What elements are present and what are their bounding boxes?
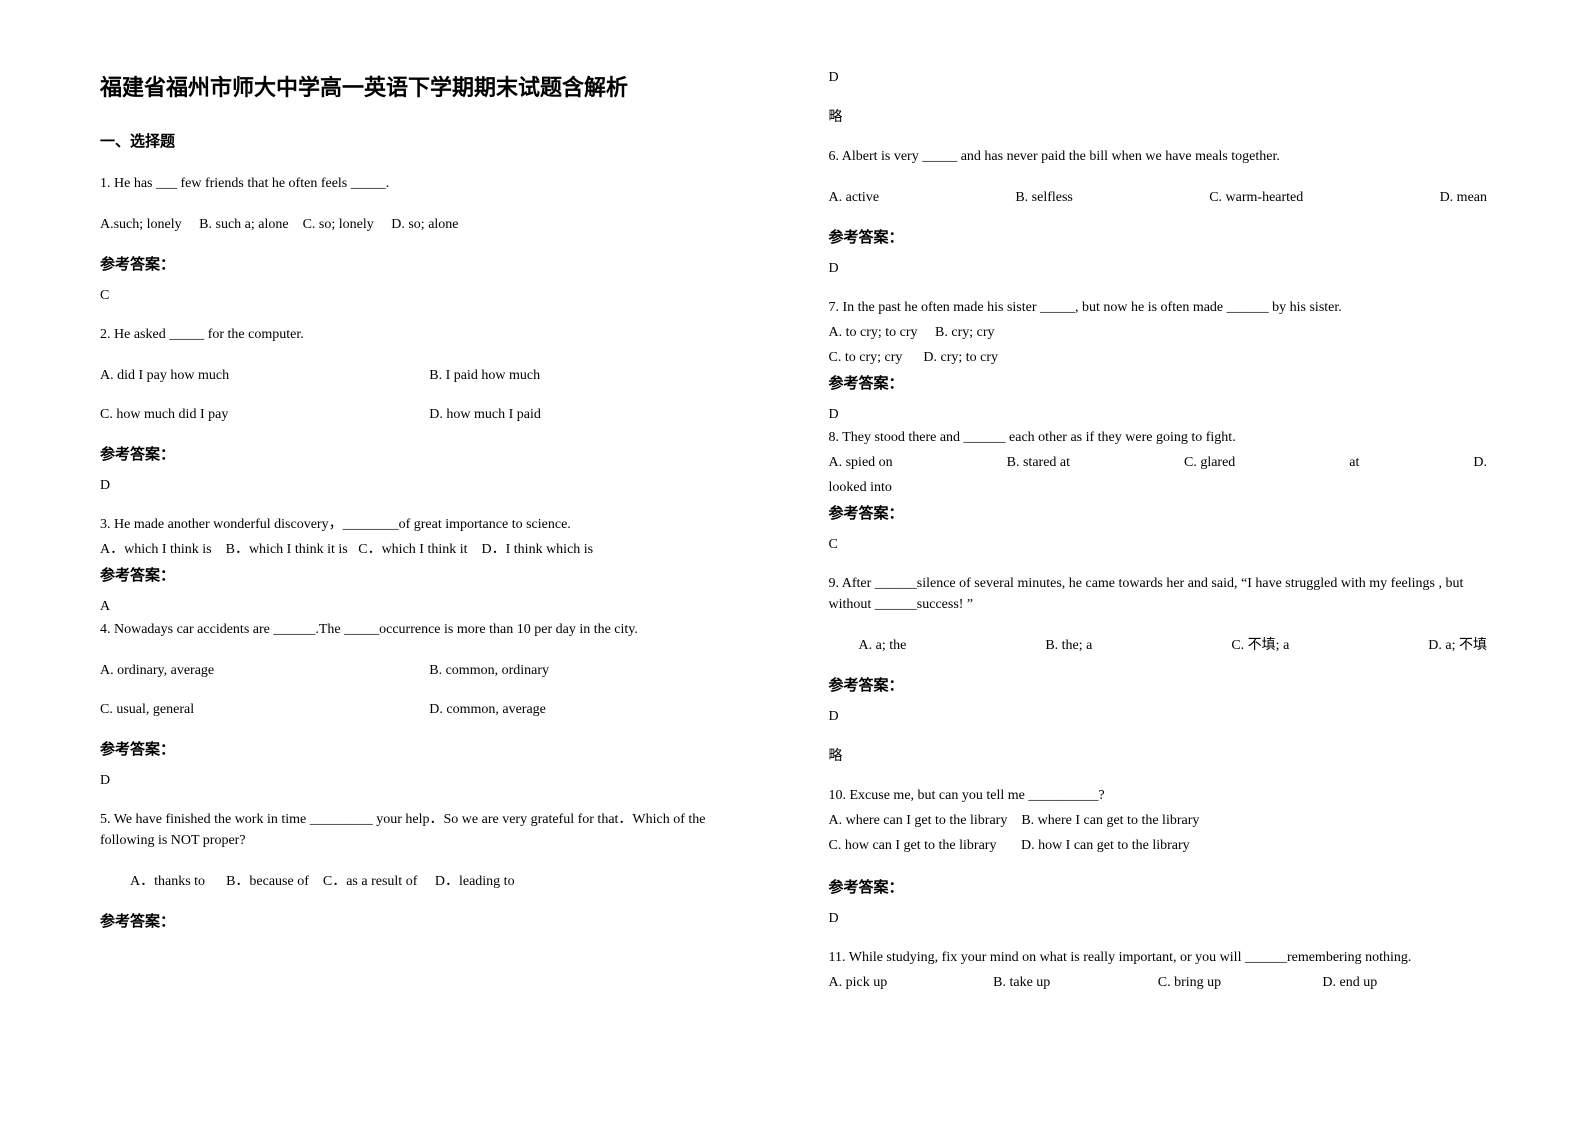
q7-answer: D: [829, 407, 1488, 423]
q4-options-row1: A. ordinary, average B. common, ordinary: [100, 660, 759, 681]
q1-b: B. such a; alone: [199, 217, 288, 232]
q4-d: D. common, average: [429, 699, 758, 720]
q2-c: C. how much did I pay: [100, 404, 429, 425]
q5-abbr: 略: [829, 106, 1488, 126]
q5-d: D．leading to: [435, 874, 515, 889]
q6-text: 6. Albert is very _____ and has never pa…: [829, 146, 1488, 167]
q11-b: B. take up: [993, 972, 1158, 993]
q1-answer: C: [100, 288, 759, 304]
q2-options-row1: A. did I pay how much B. I paid how much: [100, 365, 759, 386]
q8-a: A. spied on: [829, 452, 893, 473]
q9-a: A. a; the: [859, 635, 907, 656]
q9-c: C. 不填; a: [1231, 635, 1289, 656]
q11-options: A. pick up B. take up C. bring up D. end…: [829, 972, 1488, 993]
q3-d: D．I think which is: [482, 542, 594, 557]
q7-a: A. to cry; to cry: [829, 325, 918, 340]
q4-c: C. usual, general: [100, 699, 429, 720]
answer-label: 参考答案：: [100, 564, 759, 585]
q5-c: C．as a result of: [323, 874, 417, 889]
q8-d-text: looked into: [829, 477, 1488, 498]
q1-c: C. so; lonely: [303, 217, 374, 232]
q6-c: C. warm-hearted: [1209, 187, 1303, 208]
q7-d: D. cry; to cry: [923, 350, 998, 365]
q10-options-row2: C. how can I get to the library D. how I…: [829, 835, 1488, 856]
answer-label: 参考答案：: [100, 443, 759, 464]
q9-text: 9. After ______silence of several minute…: [829, 573, 1488, 615]
section-heading: 一、选择题: [100, 130, 759, 151]
q4-answer: D: [100, 773, 759, 789]
q3-text: 3. He made another wonderful discovery，_…: [100, 514, 759, 535]
q4-b: B. common, ordinary: [429, 660, 758, 681]
q10-d: D. how I can get to the library: [1021, 838, 1190, 853]
q10-options-row1: A. where can I get to the library B. whe…: [829, 810, 1488, 831]
q1-d: D. so; alone: [391, 217, 458, 232]
answer-label: 参考答案：: [100, 253, 759, 274]
q8-c: C. glared: [1184, 452, 1235, 473]
q3-answer: A: [100, 599, 759, 615]
q8-options: A. spied on B. stared at C. glared at D.: [829, 452, 1488, 473]
q1-text: 1. He has ___ few friends that he often …: [100, 173, 759, 194]
q10-a: A. where can I get to the library: [829, 813, 1008, 828]
answer-label: 参考答案：: [100, 910, 759, 931]
q8-b: B. stared at: [1007, 452, 1070, 473]
q9-abbr: 略: [829, 745, 1488, 765]
answer-label: 参考答案：: [829, 226, 1488, 247]
q5-b: B．because of: [226, 874, 309, 889]
q7-c: C. to cry; cry: [829, 350, 903, 365]
q3-b: B．which I think it is: [226, 542, 348, 557]
q7-b: B. cry; cry: [935, 325, 994, 340]
q9-b: B. the; a: [1045, 635, 1092, 656]
q8-text: 8. They stood there and ______ each othe…: [829, 427, 1488, 448]
answer-label: 参考答案：: [100, 738, 759, 759]
q3-c: C．which I think it: [358, 542, 467, 557]
q8-d-letter: D.: [1473, 452, 1487, 473]
q5-a: A．thanks to: [130, 874, 205, 889]
q8-cat: at: [1349, 452, 1359, 473]
q5-options: A．thanks to B．because of C．as a result o…: [100, 871, 759, 892]
q6-answer: D: [829, 261, 1488, 277]
q11-a: A. pick up: [829, 972, 994, 993]
answer-label: 参考答案：: [829, 876, 1488, 897]
q1-options: A.such; lonely B. such a; alone C. so; l…: [100, 214, 759, 235]
q2-d: D. how much I paid: [429, 404, 758, 425]
q10-b: B. where I can get to the library: [1021, 813, 1199, 828]
q9-answer: D: [829, 709, 1488, 725]
q8-answer: C: [829, 537, 1488, 553]
q4-text: 4. Nowadays car accidents are ______.The…: [100, 619, 759, 640]
q2-options-row2: C. how much did I pay D. how much I paid: [100, 404, 759, 425]
q6-a: A. active: [829, 187, 880, 208]
doc-title: 福建省福州市师大中学高一英语下学期期末试题含解析: [100, 70, 759, 102]
q5-answer: D: [829, 70, 1488, 86]
q10-text: 10. Excuse me, but can you tell me _____…: [829, 785, 1488, 806]
q7-options-row2: C. to cry; cry D. cry; to cry: [829, 347, 1488, 368]
answer-label: 参考答案：: [829, 372, 1488, 393]
q2-text: 2. He asked _____ for the computer.: [100, 324, 759, 345]
q11-d: D. end up: [1322, 972, 1487, 993]
q6-options: A. active B. selfless C. warm-hearted D.…: [829, 187, 1488, 208]
q2-b: B. I paid how much: [429, 365, 758, 386]
q3-options: A．which I think is B．which I think it is…: [100, 539, 759, 560]
q11-c: C. bring up: [1158, 972, 1323, 993]
answer-label: 参考答案：: [829, 502, 1488, 523]
q4-options-row2: C. usual, general D. common, average: [100, 699, 759, 720]
q7-text: 7. In the past he often made his sister …: [829, 297, 1488, 318]
q9-d: D. a; 不填: [1428, 635, 1487, 656]
q11-text: 11. While studying, fix your mind on wha…: [829, 947, 1488, 968]
q4-a: A. ordinary, average: [100, 660, 429, 681]
q2-a: A. did I pay how much: [100, 365, 429, 386]
q10-c: C. how can I get to the library: [829, 838, 997, 853]
answer-label: 参考答案：: [829, 674, 1488, 695]
q3-a: A．which I think is: [100, 542, 212, 557]
q10-answer: D: [829, 911, 1488, 927]
q5-text: 5. We have finished the work in time ___…: [100, 809, 759, 851]
q7-options-row1: A. to cry; to cry B. cry; cry: [829, 322, 1488, 343]
q9-options: A. a; the B. the; a C. 不填; a D. a; 不填: [829, 635, 1488, 656]
q2-answer: D: [100, 478, 759, 494]
q1-a: A.such; lonely: [100, 217, 182, 232]
q6-b: B. selfless: [1015, 187, 1073, 208]
q6-d: D. mean: [1440, 187, 1487, 208]
